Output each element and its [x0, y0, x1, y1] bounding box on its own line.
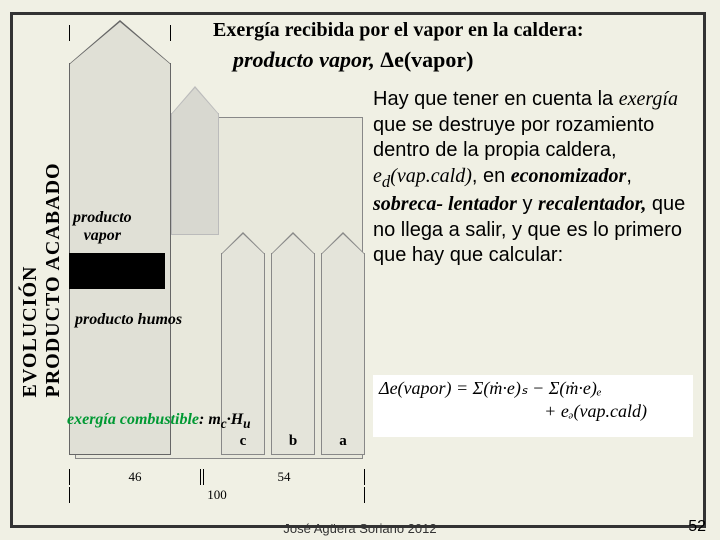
body-d-sub: d	[382, 172, 390, 191]
body-ed: ed(vap.cald)	[373, 165, 472, 187]
body-e: e	[373, 165, 382, 187]
body-recalentador: recalentador,	[538, 193, 646, 215]
producto-vapor-label: productovapor	[73, 209, 132, 244]
body-t2: exergía	[619, 88, 678, 110]
scale-b1-val: 46	[70, 469, 200, 485]
column-a: a	[321, 253, 365, 455]
body-sobrecalentador: sobreca- lentador	[373, 193, 517, 215]
formula-area: Δe(vapor) = Σ(ṁ·e)ₛ − Σ(ṁ·e)ₑ + eₔ(vap.c…	[373, 375, 693, 437]
scale-b1: 46	[69, 469, 201, 485]
body-vapcald: (vap.cald)	[390, 165, 472, 187]
exergia-h: ·H	[227, 411, 243, 428]
exergia-word: exergía combustible	[67, 411, 199, 428]
body-economizador: economizador	[511, 165, 627, 187]
exergia-u-sub: u	[243, 416, 250, 431]
scale-b3-val: 100	[70, 487, 364, 503]
body-t7: ,	[626, 165, 632, 187]
column-b: b	[271, 253, 315, 455]
body-t5: , en	[472, 165, 511, 187]
footer-author: José Agüera Soriano 2012	[0, 521, 720, 536]
col-a-label: a	[322, 433, 364, 450]
slide: EVOLUCIÓN PRODUCTO ACABADO Exergía recib…	[0, 0, 720, 540]
inner-frame: EVOLUCIÓN PRODUCTO ACABADO Exergía recib…	[10, 12, 706, 528]
exergia-m: : m	[199, 411, 221, 428]
body-t3: que se destruye por rozamiento dentro de…	[373, 114, 654, 162]
ghost-col	[171, 113, 219, 235]
exergia-combustible-label: exergía combustible: mc·Hu	[67, 411, 251, 432]
formula-line-2: + eₔ(vap.cald)	[379, 400, 687, 423]
page-number: 52	[688, 518, 706, 536]
body-t1: Hay que tener en cuenta la	[373, 88, 619, 110]
producto-humos-label: producto humos	[75, 311, 182, 329]
body-t9: y	[517, 193, 538, 215]
body-paragraph: Hay que tener en cuenta la exergía que s…	[373, 87, 693, 269]
formula-line-1: Δe(vapor) = Σ(ṁ·e)ₛ − Σ(ṁ·e)ₑ	[379, 377, 687, 400]
scale-b2-val: 54	[204, 469, 364, 485]
vertical-label: EVOLUCIÓN PRODUCTO ACABADO	[19, 143, 65, 398]
col-c-label: c	[222, 433, 264, 450]
scale-b2: 54	[203, 469, 365, 485]
col-b-label: b	[272, 433, 314, 450]
black-block	[69, 253, 165, 289]
exergia-rest: : mc·Hu	[199, 411, 251, 428]
scale-b3: 100	[69, 487, 365, 503]
title2-delta: Δe(vapor)	[380, 47, 473, 72]
